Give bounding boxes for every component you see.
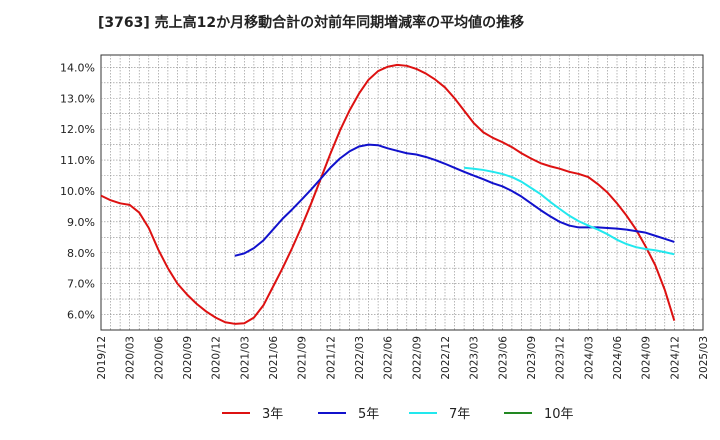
y-tick-label: 14.0% xyxy=(60,61,95,74)
y-tick-label: 8.0% xyxy=(67,247,95,260)
y-tick-label: 6.0% xyxy=(67,309,95,322)
y-tick-label: 9.0% xyxy=(67,216,95,229)
x-tick-label: 2021/06 xyxy=(268,336,280,380)
x-tick-label: 2021/09 xyxy=(297,336,309,380)
y-tick-label: 11.0% xyxy=(60,154,95,167)
legend-label-2: 7年 xyxy=(449,407,470,422)
x-tick-label: 2024/03 xyxy=(583,336,595,380)
legend-label-1: 5年 xyxy=(358,407,379,422)
series-line-2 xyxy=(464,166,675,256)
x-tick-label: 2022/06 xyxy=(383,336,395,380)
x-tick-label: 2021/12 xyxy=(325,336,337,380)
plot-area xyxy=(100,54,704,331)
x-tick-label: 2021/03 xyxy=(239,336,251,380)
series-line-0 xyxy=(100,63,676,325)
y-tick-label: 13.0% xyxy=(60,92,95,105)
chart-title: [3763] 売上高12か月移動合計の対前年同期増減率の平均値の推移 xyxy=(98,15,525,31)
y-tick-label: 12.0% xyxy=(60,123,95,136)
legend-label-3: 10年 xyxy=(544,407,574,422)
x-tick-label: 2022/12 xyxy=(440,336,452,380)
x-tick-label: 2023/12 xyxy=(555,336,567,380)
x-tick-label: 2023/03 xyxy=(469,336,481,380)
x-tick-label: 2022/09 xyxy=(411,336,423,380)
x-tick-label: 2020/06 xyxy=(153,336,165,380)
y-tick-label: 7.0% xyxy=(67,278,95,291)
series-line-1 xyxy=(234,143,675,257)
x-tick-label: 2023/06 xyxy=(497,336,509,380)
x-tick-label: 2020/12 xyxy=(211,336,223,380)
x-tick-label: 2024/12 xyxy=(669,336,681,380)
x-tick-label: 2019/12 xyxy=(96,336,108,380)
x-tick-label: 2020/09 xyxy=(182,336,194,380)
x-tick-label: 2023/09 xyxy=(526,336,538,380)
x-tick-label: 2024/06 xyxy=(612,336,624,380)
x-tick-label: 2020/03 xyxy=(125,336,137,380)
x-tick-label: 2025/03 xyxy=(698,336,710,380)
x-tick-label: 2024/09 xyxy=(641,336,653,380)
y-tick-label: 10.0% xyxy=(60,185,95,198)
x-tick-label: 2022/03 xyxy=(354,336,366,380)
legend-label-0: 3年 xyxy=(262,407,283,422)
